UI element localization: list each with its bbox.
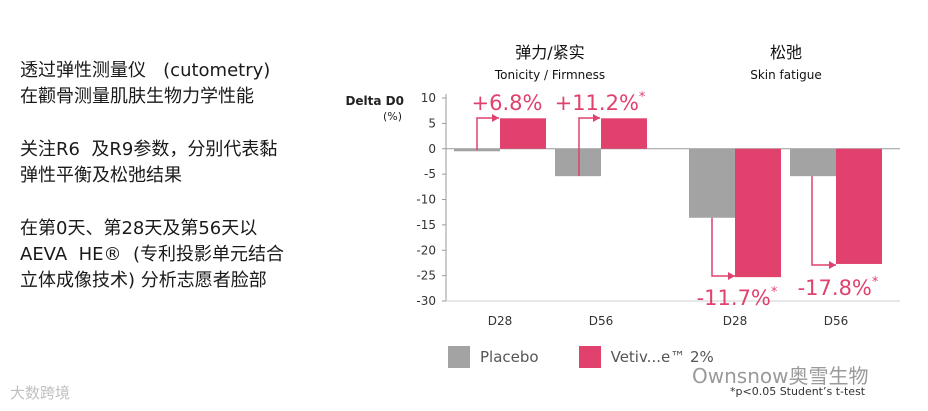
bar-vetiver [601,118,647,149]
x-tick-label: D56 [824,314,849,328]
legend-swatch-vetiver [578,346,601,368]
bar-vetiver [735,148,781,278]
description-line: 弹性平衡及松弛结果 [20,165,182,186]
watermark-source: 大数跨境 [10,384,71,402]
change-value: -17.8% [798,276,872,300]
description-line: AEVA HE® (专利投影单元结合 [20,244,284,265]
description-line: 关注R6 及R9参数，分别代表黏 [20,139,278,160]
bar-placebo [555,148,601,177]
y-tick-label: -15 [416,218,436,232]
group-title: 松弛 [770,43,802,62]
change-label: +6.8% [472,91,543,115]
change-value: +11.2% [555,91,639,115]
y-tick-label: -20 [416,243,436,257]
description-paragraph-3: 在第0天、第28天及第56天以 AEVA HE® (专利投影单元结合 立体成像技… [20,216,340,294]
x-tick-label: D28 [723,314,748,328]
y-tick-label: 10 [421,91,436,105]
change-label: -11.7%* [697,285,778,310]
y-tick-label: -25 [416,269,436,283]
bar-placebo [689,148,735,218]
description-line: 在第0天、第28天及第56天以 [20,218,258,239]
description-paragraph-1: 透过弹性测量仪 (cutometry) 在颧骨测量肌肤生物力学性能 [20,58,340,110]
arrow-connector-head [829,261,836,269]
change-label: -17.8%* [798,275,879,300]
footnote: *p<0.05 Student’s t-test [730,385,866,398]
arrow-connector [811,176,836,266]
change-label: +11.2%* [555,90,646,115]
description-paragraph-2: 关注R6 及R9参数，分别代表黏 弹性平衡及松弛结果 [20,137,340,189]
y-tick-label: -10 [416,193,436,207]
change-value: -11.7% [697,286,771,310]
arrow-connector-head [593,114,600,122]
significance-star: * [639,90,646,105]
bar-placebo [790,148,836,177]
bar-vetiver [500,118,546,149]
description-line: 立体成像技术) 分析志愿者脸部 [20,270,267,291]
arrow-connector [476,117,499,151]
chart-legend: Placebo Vetiv...e™ 2% [448,346,714,368]
description-line: 透过弹性测量仪 (cutometry) [20,60,271,81]
significance-star: * [771,285,778,300]
arrow-connector-head [492,114,499,122]
y-axis-unit: (%) [383,110,402,123]
x-tick-label: D56 [589,314,614,328]
group-title: 弹力/紧实 [515,43,584,62]
y-tick-label: 5 [428,116,436,130]
y-tick-label: -30 [416,294,436,308]
x-tick-label: D28 [488,314,513,328]
arrow-connector [711,217,735,277]
description-panel: 透过弹性测量仪 (cutometry) 在颧骨测量肌肤生物力学性能 关注R6 及… [20,58,340,321]
group-subtitle: Tonicity / Firmness [494,68,605,82]
y-tick-label: 0 [428,142,436,156]
significance-star: * [872,275,879,290]
legend-label-vetiver: Vetiv...e™ 2% [610,348,714,366]
group-subtitle: Skin fatigue [750,68,822,82]
change-value: +6.8% [472,91,543,115]
y-tick-label: -5 [424,167,436,181]
legend-label-placebo: Placebo [480,348,539,366]
y-axis-label: Delta D0 [345,94,404,108]
legend-swatch-placebo [448,346,470,368]
description-line: 在颧骨测量肌肤生物力学性能 [20,86,254,107]
watermark-brand: Ownsnow奥雪生物 [692,364,869,388]
arrow-connector-head [728,272,735,280]
bar-vetiver [836,148,882,264]
